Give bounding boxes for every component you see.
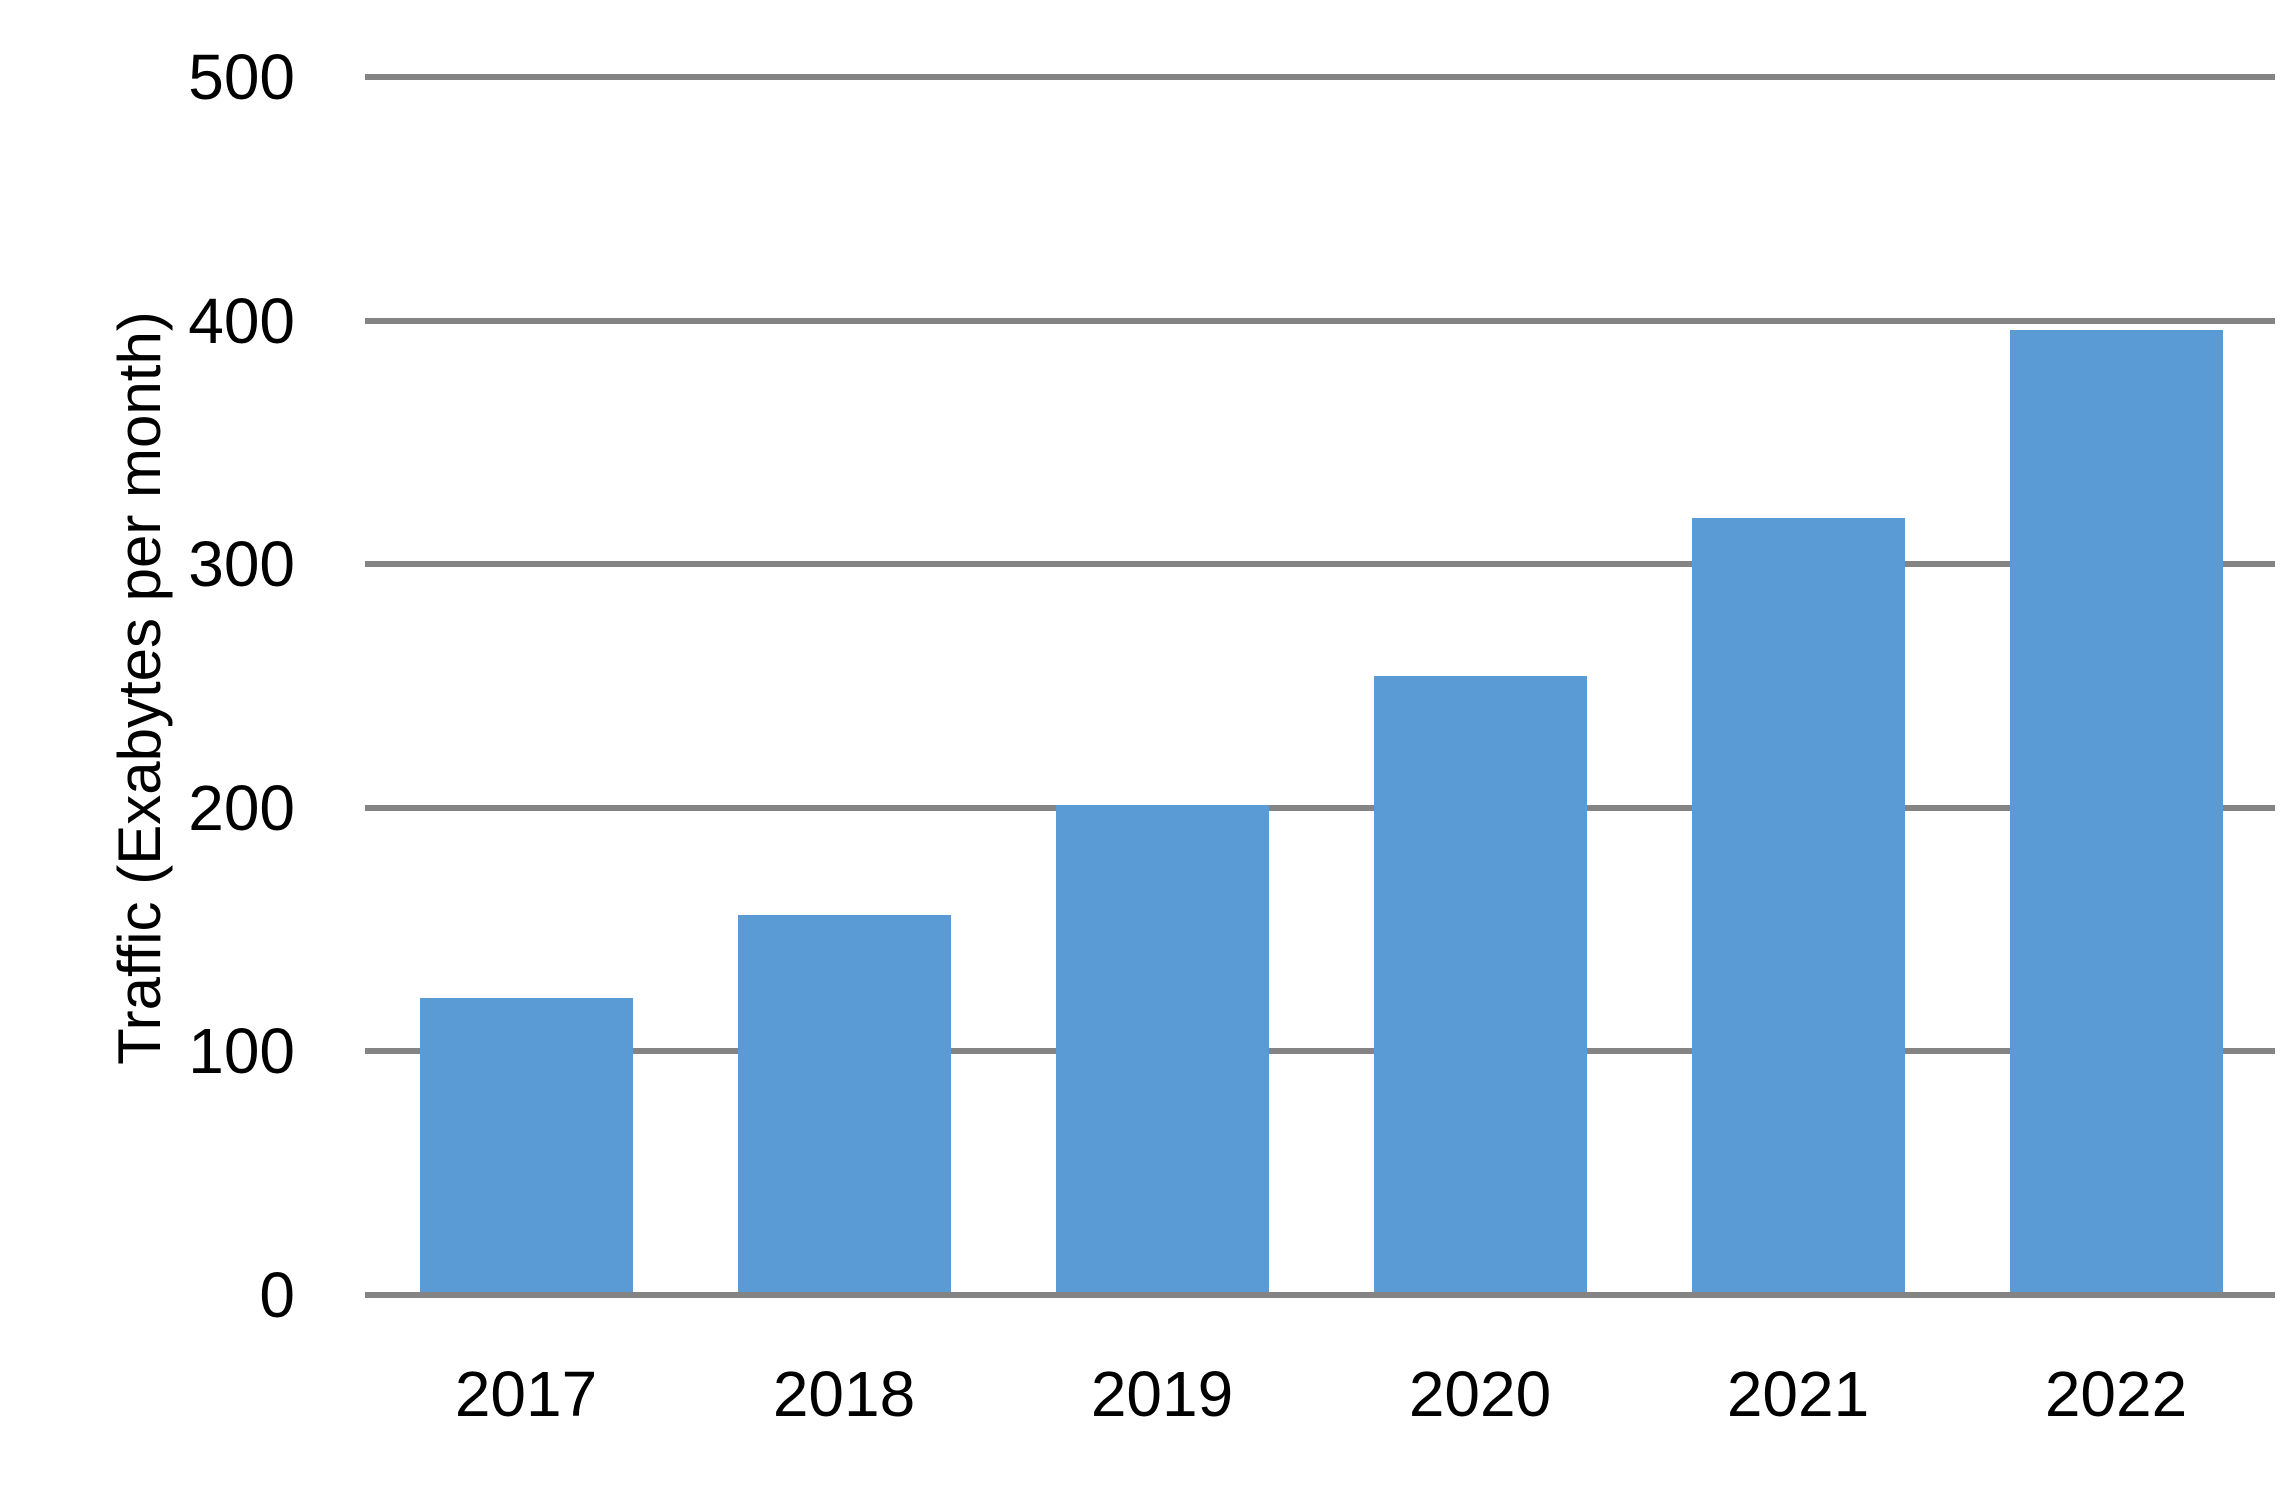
bar-2022 — [2010, 330, 2223, 1292]
y-axis-title: Traffic (Exabytes per month) — [106, 311, 173, 1065]
bar-2019 — [1056, 805, 1269, 1292]
y-tick-label-500: 500 — [188, 41, 295, 113]
y-tick-label-200: 200 — [188, 772, 295, 844]
y-tick-label-0: 0 — [259, 1259, 295, 1331]
x-tick-label-2017: 2017 — [454, 1358, 598, 1430]
bar-2021 — [1692, 518, 1905, 1292]
gridline-500 — [365, 74, 2275, 80]
gridline-300 — [365, 561, 2275, 567]
gridline-0 — [365, 1292, 2275, 1298]
gridline-200 — [365, 805, 2275, 811]
gridline-100 — [365, 1048, 2275, 1054]
x-tick-label-2022: 2022 — [2044, 1358, 2188, 1430]
y-tick-label-300: 300 — [188, 528, 295, 600]
x-tick-label-2021: 2021 — [1726, 1358, 1870, 1430]
bar-2018 — [738, 915, 951, 1292]
gridline-400 — [365, 318, 2275, 324]
x-tick-label-2019: 2019 — [1090, 1358, 1234, 1430]
y-tick-label-400: 400 — [188, 285, 295, 357]
bar-2017 — [420, 998, 633, 1292]
y-tick-label-100: 100 — [188, 1015, 295, 1087]
x-tick-label-2018: 2018 — [772, 1358, 916, 1430]
bar-2020 — [1374, 676, 1587, 1292]
x-tick-label-2020: 2020 — [1408, 1358, 1552, 1430]
